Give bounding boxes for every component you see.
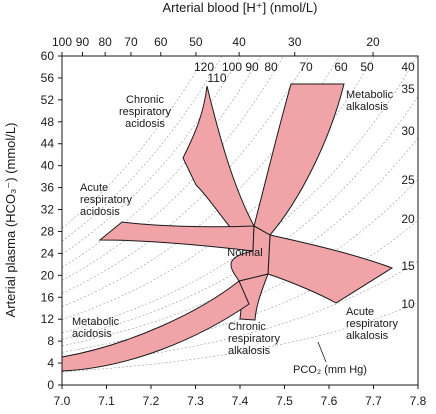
x-tick-label: 7.5 <box>276 394 293 408</box>
band-metabolic-alkalosis <box>253 83 345 236</box>
x-tick-label: 7.1 <box>98 394 115 408</box>
y-tick-label: 8 <box>47 334 54 348</box>
isobar-label: 100 <box>222 60 242 74</box>
top-tick-label: 90 <box>76 35 90 49</box>
isobar-label: 70 <box>299 60 313 74</box>
isobar-line <box>62 56 284 281</box>
y-tick-label: 56 <box>41 71 55 85</box>
region-labels: Chronic respiratory acidosis Acute respirato… <box>72 89 398 357</box>
y-tick-label: 0 <box>47 378 54 392</box>
band-normal-core <box>230 225 271 282</box>
x-tick-label: 7.2 <box>143 394 160 408</box>
isobar-label: 40 <box>401 60 415 74</box>
isobar-label: 60 <box>334 60 348 74</box>
y-tick-label: 24 <box>41 246 55 260</box>
y-tick-label: 16 <box>41 290 55 304</box>
y-tick-label: 44 <box>41 137 55 151</box>
top-tick-label: 20 <box>366 35 380 49</box>
region-label: Metabolic acidosis <box>72 316 120 340</box>
y-tick-label: 12 <box>41 312 55 326</box>
y-tick-label: 32 <box>41 203 55 217</box>
isobar-line <box>62 56 340 307</box>
top-tick-label: 100 <box>52 35 72 49</box>
isobar-label: 50 <box>360 60 374 74</box>
band-respiratory-alkalosis-acute <box>267 234 394 304</box>
isobar-label: 90 <box>245 60 259 74</box>
top-tick-label: 40 <box>232 35 246 49</box>
band-respiratory-acidosis-acute <box>98 221 255 252</box>
pco2-label-pointer <box>317 341 327 363</box>
isobar-line <box>62 56 206 229</box>
isobar-label: 20 <box>401 212 415 226</box>
region-label: Chronic respiratory alkalosis <box>228 321 280 357</box>
band-respiratory-acidosis-chronic <box>182 85 255 253</box>
top-axis-title: Arterial blood [H⁺] (nmol/L) <box>163 0 318 15</box>
isobar-label: 10 <box>401 297 415 311</box>
x-tick-label: 7.3 <box>187 394 204 408</box>
top-tick-label: 50 <box>189 35 203 49</box>
isobar-line <box>62 56 241 255</box>
top-tick-label: 30 <box>288 35 302 49</box>
top-tick-label: 70 <box>124 35 138 49</box>
x-tick-label: 7.0 <box>54 394 71 408</box>
isobar-label: 35 <box>401 82 415 96</box>
x-tick-label: 7.6 <box>321 394 338 408</box>
region-label: Chronic respiratory acidosis <box>119 94 171 130</box>
isobar-line <box>62 302 418 373</box>
top-tick-label: 60 <box>154 35 168 49</box>
x-tick-label: 7.4 <box>232 394 249 408</box>
y-tick-label: 40 <box>41 159 55 173</box>
y-tick-label: 20 <box>41 268 55 282</box>
y-tick-label: 48 <box>41 115 55 129</box>
y-tick-label: 4 <box>47 356 54 370</box>
pco2-axis-label: PCO₂ (mm Hg) <box>293 364 367 376</box>
y-axis-title: Arterial plasma (HCO₃⁻) (mmol/L) <box>3 123 18 318</box>
region-label: Metabolic alkalosis <box>346 89 394 113</box>
isobar-label: 120 <box>194 60 214 74</box>
y-tick-label: 60 <box>41 49 55 63</box>
y-tick-label: 28 <box>41 224 55 238</box>
region-label: Acute respiratory alkalosis <box>346 306 398 342</box>
isobar-label: 80 <box>264 60 278 74</box>
x-tick-label: 7.8 <box>410 394 427 408</box>
region-label: Acute respiratory acidosis <box>80 182 132 218</box>
x-tick-label: 7.7 <box>365 394 382 408</box>
isobar-label: 25 <box>401 173 415 187</box>
isobar-label: 15 <box>401 259 415 273</box>
isobar-label: 30 <box>401 124 415 138</box>
isobar-label: 110 <box>207 71 226 85</box>
y-tick-label: 52 <box>41 93 55 107</box>
top-tick-label: 80 <box>98 35 112 49</box>
isobar-line <box>62 96 418 340</box>
isobar-line <box>62 261 418 366</box>
disorder-regions <box>61 83 394 372</box>
y-tick-label: 36 <box>41 181 55 195</box>
region-label: Normal <box>227 247 262 259</box>
